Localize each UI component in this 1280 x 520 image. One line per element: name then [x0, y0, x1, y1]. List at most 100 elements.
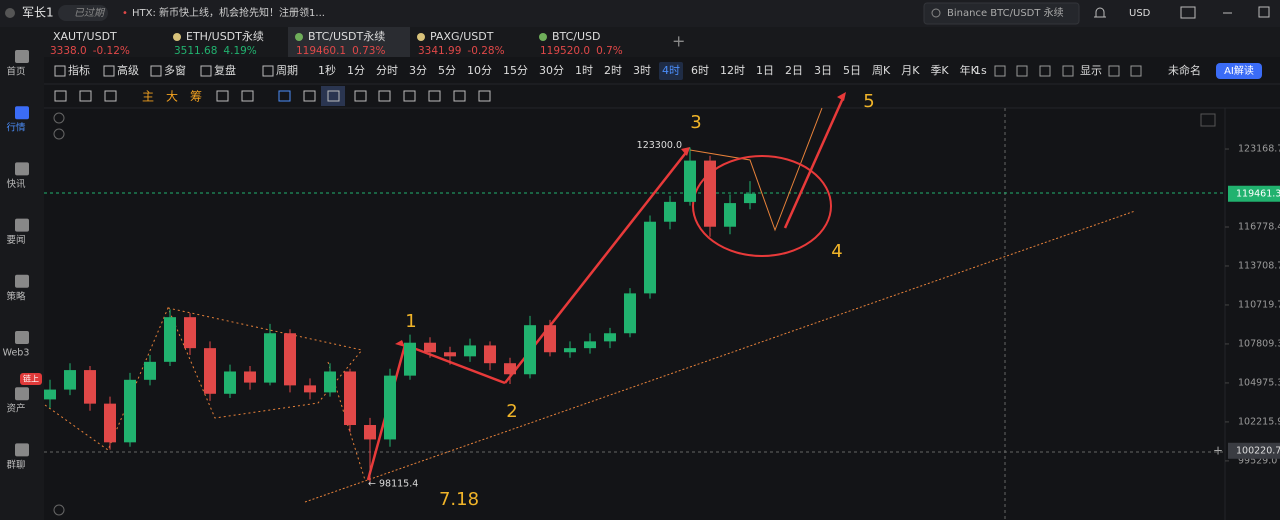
interval[interactable]: 10分 [467, 64, 492, 77]
tool-item[interactable]: 多窗 [164, 63, 186, 77]
right-tool[interactable]: 显示 [1080, 64, 1102, 77]
draw-icon[interactable] [428, 90, 441, 102]
side-icon[interactable] [15, 387, 29, 401]
draw-icon[interactable] [54, 90, 67, 102]
tool-item[interactable]: 高级 [117, 63, 139, 77]
draw-tool[interactable]: 主 [142, 90, 154, 104]
collapse[interactable] [53, 504, 65, 516]
side-icon[interactable] [15, 50, 29, 63]
mail-icon[interactable] [1180, 6, 1196, 19]
tab-change[interactable]: -0.28% [467, 45, 504, 57]
tool-item[interactable]: 复盘 [214, 63, 236, 77]
interval[interactable]: 5分 [438, 64, 456, 77]
right-tool[interactable]: 1s [974, 64, 987, 77]
tab-price[interactable]: 3341.99 [418, 45, 461, 57]
interval[interactable]: 6时 [691, 64, 709, 77]
tab-change[interactable]: 4.19% [223, 45, 256, 57]
tool-item[interactable]: 周期 [276, 64, 298, 77]
interval[interactable]: 3时 [633, 64, 651, 77]
interval[interactable]: 5日 [843, 64, 861, 77]
side-label[interactable]: 策略 [6, 290, 26, 302]
draw-tool[interactable]: 大 [166, 90, 178, 104]
draw-icon[interactable] [278, 90, 291, 102]
add-tab[interactable]: + [672, 32, 685, 51]
side-label[interactable]: 资产 [6, 403, 25, 415]
tool-icon [200, 65, 212, 77]
draw-icon[interactable] [79, 90, 92, 102]
interval[interactable]: 1日 [756, 64, 774, 77]
draw-icon[interactable] [378, 90, 391, 102]
side-icon[interactable] [15, 331, 29, 344]
tab-price[interactable]: 119460.1 [296, 45, 346, 57]
bell-icon[interactable] [1094, 7, 1106, 18]
side-label[interactable]: 群聊 [6, 459, 25, 471]
interval[interactable]: 30分 [539, 64, 564, 77]
ticker[interactable]: HTX: 新币快上线，机会抢先知！注册领1... [132, 6, 325, 19]
interval[interactable]: 季K [930, 64, 949, 77]
interval[interactable]: 15分 [503, 64, 528, 77]
side-icon[interactable] [15, 106, 29, 120]
side-label[interactable]: Web3 [3, 348, 30, 359]
side-icon[interactable] [15, 443, 29, 457]
interval[interactable]: 1时 [575, 64, 593, 77]
draw-icon[interactable] [241, 90, 254, 102]
tab-symbol[interactable]: XAUT/USDT [53, 30, 117, 43]
draw-icon[interactable] [216, 90, 229, 102]
tool-icon[interactable] [1108, 65, 1120, 77]
tab-price[interactable]: 3338.0 [50, 45, 87, 57]
tool-icon[interactable] [1130, 65, 1142, 77]
draw-icon[interactable] [478, 90, 491, 102]
interval[interactable]: 2日 [785, 64, 803, 77]
ai-button[interactable] [1216, 63, 1262, 79]
tool-icon[interactable] [1062, 65, 1074, 77]
collapse[interactable] [53, 128, 65, 140]
interval[interactable]: 3分 [409, 64, 427, 77]
interval[interactable]: 3日 [814, 64, 832, 77]
user-name[interactable]: 军长1 [22, 6, 54, 20]
tool-icon[interactable] [994, 65, 1006, 77]
side-icon[interactable] [15, 162, 29, 176]
tab-symbol[interactable]: BTC/USDT永续 [308, 29, 385, 43]
collapse[interactable] [53, 112, 65, 124]
side-label[interactable]: 首页 [6, 66, 25, 78]
interval[interactable]: 分时 [376, 64, 398, 77]
tab-change[interactable]: -0.12% [93, 45, 130, 57]
tool-icon[interactable] [1039, 65, 1051, 77]
search-box[interactable] [923, 2, 1080, 25]
interval[interactable]: 周K [872, 64, 891, 77]
interval[interactable]: 年K [960, 63, 979, 77]
side-label[interactable]: 行情 [6, 122, 26, 134]
maximize[interactable] [1258, 6, 1270, 18]
currency[interactable]: USD [1129, 8, 1151, 19]
draw-icon[interactable] [453, 90, 466, 102]
tool-item[interactable]: 指标 [68, 63, 90, 77]
interval[interactable]: 1分 [347, 64, 365, 77]
interval[interactable]: 12时 [720, 64, 745, 77]
tab-price[interactable]: 119520.0 [540, 45, 590, 57]
tool-icon[interactable] [1016, 65, 1028, 77]
side-label[interactable]: 快讯 [6, 178, 26, 190]
side-label[interactable]: 要闻 [6, 235, 25, 246]
draw-icon[interactable] [303, 90, 316, 102]
tab-change[interactable]: 0.73% [352, 45, 385, 57]
draw-tool[interactable]: 筹 [190, 90, 202, 104]
side-icon[interactable] [15, 218, 29, 232]
tab-price[interactable]: 3511.68 [174, 45, 217, 57]
draw-icon[interactable] [354, 90, 367, 102]
tab-symbol[interactable]: ETH/USDT永续 [186, 29, 264, 43]
draw-icon[interactable] [403, 90, 416, 102]
date-label: 7.18 [439, 489, 479, 510]
draw-icon[interactable] [327, 90, 340, 102]
tab-change[interactable]: 0.7% [596, 45, 623, 57]
tab-symbol[interactable]: PAXG/USDT [430, 30, 494, 43]
interval[interactable]: 月K [901, 64, 920, 77]
interval[interactable]: 1秒 [318, 63, 336, 77]
fullscreen[interactable] [1200, 113, 1216, 127]
tab-symbol[interactable]: BTC/USD [552, 30, 601, 43]
ai-label[interactable]: AI解读 [1224, 64, 1254, 77]
draw-icon[interactable] [104, 90, 117, 102]
interval[interactable]: 2时 [604, 64, 622, 77]
interval[interactable]: 4时 [662, 64, 680, 77]
right-tool[interactable]: 未命名 [1168, 63, 1201, 77]
side-icon[interactable] [15, 274, 29, 288]
